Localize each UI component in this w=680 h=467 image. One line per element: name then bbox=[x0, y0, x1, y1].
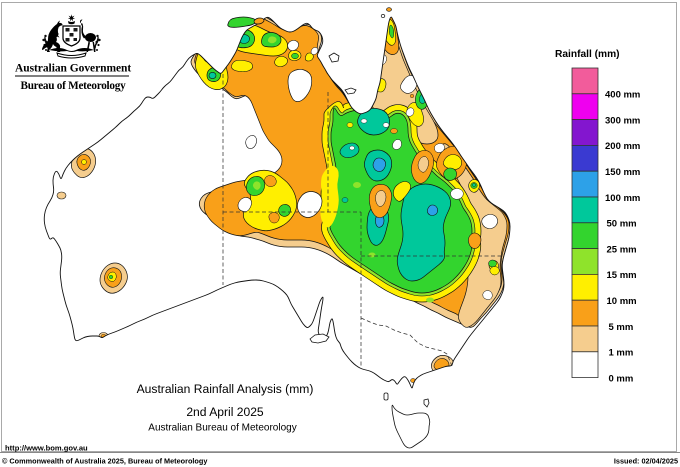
svg-text:Rainfall (mm): Rainfall (mm) bbox=[555, 49, 620, 60]
svg-text:15 mm: 15 mm bbox=[607, 270, 637, 281]
svg-text:http://www.bom.gov.au: http://www.bom.gov.au bbox=[5, 444, 88, 453]
svg-text:Australian Government: Australian Government bbox=[15, 63, 131, 75]
svg-text:Issued: 02/04/2025: Issued: 02/04/2025 bbox=[614, 457, 678, 466]
svg-text:2nd April 2025: 2nd April 2025 bbox=[186, 405, 264, 419]
svg-text:100 mm: 100 mm bbox=[605, 193, 640, 204]
svg-text:50 mm: 50 mm bbox=[607, 219, 637, 230]
svg-text:1 mm: 1 mm bbox=[609, 348, 634, 359]
svg-text:150 mm: 150 mm bbox=[605, 167, 640, 178]
svg-text:Bureau of Meteorology: Bureau of Meteorology bbox=[21, 80, 127, 92]
svg-text:Australian Rainfall Analysis (: Australian Rainfall Analysis (mm) bbox=[137, 382, 314, 396]
svg-text:0 mm: 0 mm bbox=[609, 373, 634, 384]
svg-text:Australian Bureau of Meteorolo: Australian Bureau of Meteorology bbox=[148, 423, 296, 434]
svg-text:400 mm: 400 mm bbox=[605, 90, 640, 101]
svg-text:300 mm: 300 mm bbox=[605, 115, 640, 126]
svg-text:25 mm: 25 mm bbox=[607, 244, 637, 255]
svg-text:10 mm: 10 mm bbox=[607, 296, 637, 307]
svg-text:5 mm: 5 mm bbox=[609, 322, 634, 333]
svg-text:200 mm: 200 mm bbox=[605, 141, 640, 152]
svg-text:© Commonwealth of Australia 20: © Commonwealth of Australia 2025, Bureau… bbox=[2, 457, 208, 466]
